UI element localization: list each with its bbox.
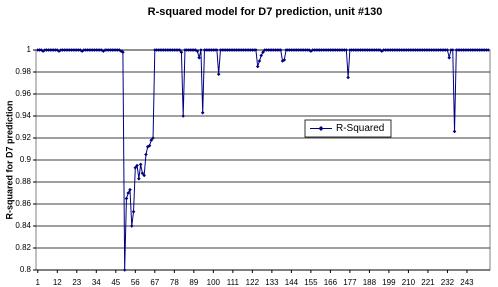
data-point (280, 59, 285, 63)
data-point (486, 48, 491, 52)
data-point (199, 48, 203, 52)
data-point (122, 268, 127, 272)
y-tick-label: 0.94 (15, 111, 31, 120)
data-point (126, 191, 131, 195)
data-point (344, 48, 349, 52)
y-tick-label: 0.92 (15, 133, 31, 142)
x-tick-label: 45 (111, 278, 120, 287)
data-point (452, 129, 457, 134)
x-tick-label: 34 (92, 278, 101, 287)
data-point (117, 48, 122, 52)
data-point (378, 48, 382, 52)
data-point (137, 176, 141, 181)
data-point (346, 75, 350, 80)
data-point (121, 50, 125, 54)
data-point (181, 114, 185, 118)
data-point (147, 143, 152, 148)
y-tick-label: 0.88 (15, 177, 31, 186)
data-point (129, 224, 134, 228)
data-point (257, 59, 262, 63)
data-point (55, 48, 60, 52)
chart-title: R-squared model for D7 prediction, unit … (148, 6, 383, 18)
data-point (39, 48, 44, 52)
y-tick-label: 0.86 (15, 199, 31, 208)
y-tick-label: 1 (27, 45, 32, 54)
legend-box (304, 119, 392, 138)
data-point (255, 64, 260, 69)
data-point (254, 48, 258, 52)
x-tick-label: 232 (441, 278, 455, 287)
data-point (78, 48, 83, 52)
data-point (261, 50, 265, 54)
y-tick-label: 0.82 (15, 243, 31, 252)
x-tick-label: 166 (324, 278, 338, 287)
data-point (445, 48, 450, 52)
data-point (195, 49, 200, 53)
legend-label: R-Squared (336, 123, 384, 134)
x-tick-label: 133 (265, 278, 279, 287)
x-tick-label: 177 (343, 278, 357, 287)
x-tick-label: 199 (382, 278, 396, 287)
data-point (124, 196, 129, 201)
x-tick-label: 78 (170, 278, 179, 287)
x-tick-label: 210 (402, 278, 416, 287)
y-tick-label: 0.9 (20, 155, 32, 164)
data-point (307, 48, 311, 52)
y-tick-label: 0.96 (15, 89, 31, 98)
data-point (447, 55, 452, 60)
y-tick-label: 0.98 (15, 67, 31, 76)
x-tick-label: 1 (36, 278, 41, 287)
data-point (142, 173, 146, 178)
data-point (133, 165, 138, 170)
data-point (144, 152, 148, 157)
x-tick-label: 56 (131, 278, 140, 287)
x-tick-label: 111 (227, 278, 240, 287)
data-point (259, 53, 264, 58)
y-tick-label: 0.84 (15, 221, 31, 230)
data-point (151, 136, 155, 140)
x-tick-label: 221 (421, 278, 435, 287)
data-point (216, 72, 221, 76)
x-tick-label: 188 (363, 278, 377, 287)
data-point (99, 48, 104, 52)
data-point (282, 58, 287, 62)
data-point (149, 138, 154, 142)
x-tick-label: 67 (150, 278, 159, 287)
data-point (135, 163, 139, 168)
legend-marker (318, 126, 324, 131)
data-point (177, 48, 182, 52)
x-tick-label: 122 (246, 278, 260, 287)
x-tick-label: 12 (53, 278, 62, 287)
x-tick-label: 243 (460, 278, 474, 287)
x-tick-label: 155 (304, 278, 318, 287)
data-point (138, 162, 143, 167)
data-point (200, 110, 205, 115)
x-tick-label: 23 (72, 278, 81, 287)
data-point (215, 48, 219, 52)
data-point (450, 48, 455, 52)
data-point (197, 55, 201, 60)
data-point (179, 50, 184, 54)
y-tick-label: 0.8 (20, 265, 32, 274)
data-point (131, 209, 136, 214)
x-tick-label: 100 (207, 278, 221, 287)
y-axis-label: R-squared for D7 prediction (4, 100, 14, 219)
data-point (278, 48, 283, 52)
x-tick-label: 89 (189, 278, 198, 287)
data-point (128, 187, 132, 192)
x-tick-label: 144 (285, 278, 299, 287)
data-point (140, 171, 145, 175)
